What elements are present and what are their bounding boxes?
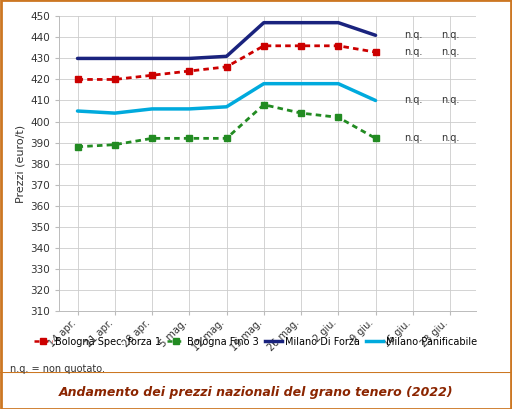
Text: n.q.: n.q. (403, 30, 422, 40)
Text: n.q.: n.q. (441, 30, 459, 40)
Text: n.q. = non quotato.: n.q. = non quotato. (10, 364, 105, 374)
Legend: Bologna Spec. forza 1, Bologna Fino 3, Milano Di Forza, Milano Panificabile: Bologna Spec. forza 1, Bologna Fino 3, M… (34, 337, 478, 347)
Y-axis label: Prezzi (euro/t): Prezzi (euro/t) (16, 124, 26, 203)
Text: n.q.: n.q. (403, 133, 422, 144)
Text: Andamento dei prezzi nazionali del grano tenero (2022): Andamento dei prezzi nazionali del grano… (59, 386, 453, 399)
Text: n.q.: n.q. (441, 133, 459, 144)
Text: n.q.: n.q. (403, 47, 422, 57)
Text: n.q.: n.q. (441, 95, 459, 106)
Text: n.q.: n.q. (441, 47, 459, 57)
Text: n.q.: n.q. (403, 95, 422, 106)
